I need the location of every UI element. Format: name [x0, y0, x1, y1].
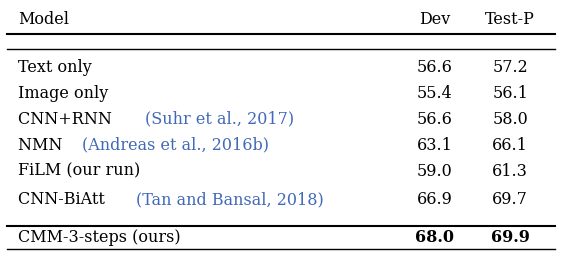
Text: 66.1: 66.1	[492, 137, 528, 154]
Text: (Andreas et al., 2016b): (Andreas et al., 2016b)	[81, 137, 269, 154]
Text: FiLM (our run): FiLM (our run)	[18, 163, 140, 180]
Text: 61.3: 61.3	[492, 163, 528, 180]
Text: 56.6: 56.6	[417, 59, 453, 76]
Text: Model: Model	[18, 11, 69, 28]
Text: NMN: NMN	[18, 137, 67, 154]
Text: 59.0: 59.0	[417, 163, 452, 180]
Text: CNN+RNN: CNN+RNN	[18, 111, 117, 128]
Text: Text only: Text only	[18, 59, 92, 76]
Text: 66.9: 66.9	[417, 191, 453, 208]
Text: 69.7: 69.7	[492, 191, 528, 208]
Text: 68.0: 68.0	[415, 229, 454, 246]
Text: 57.2: 57.2	[492, 59, 528, 76]
Text: CNN-BiAtt: CNN-BiAtt	[18, 191, 110, 208]
Text: 56.1: 56.1	[492, 85, 528, 102]
Text: 55.4: 55.4	[417, 85, 452, 102]
Text: 58.0: 58.0	[492, 111, 528, 128]
Text: CMM-3-steps (ours): CMM-3-steps (ours)	[18, 229, 181, 246]
Text: 56.6: 56.6	[417, 111, 453, 128]
Text: Test-P: Test-P	[486, 11, 535, 28]
Text: (Suhr et al., 2017): (Suhr et al., 2017)	[145, 111, 294, 128]
Text: Image only: Image only	[18, 85, 108, 102]
Text: 69.9: 69.9	[491, 229, 530, 246]
Text: 63.1: 63.1	[417, 137, 453, 154]
Text: (Tan and Bansal, 2018): (Tan and Bansal, 2018)	[137, 191, 324, 208]
Text: Dev: Dev	[419, 11, 450, 28]
